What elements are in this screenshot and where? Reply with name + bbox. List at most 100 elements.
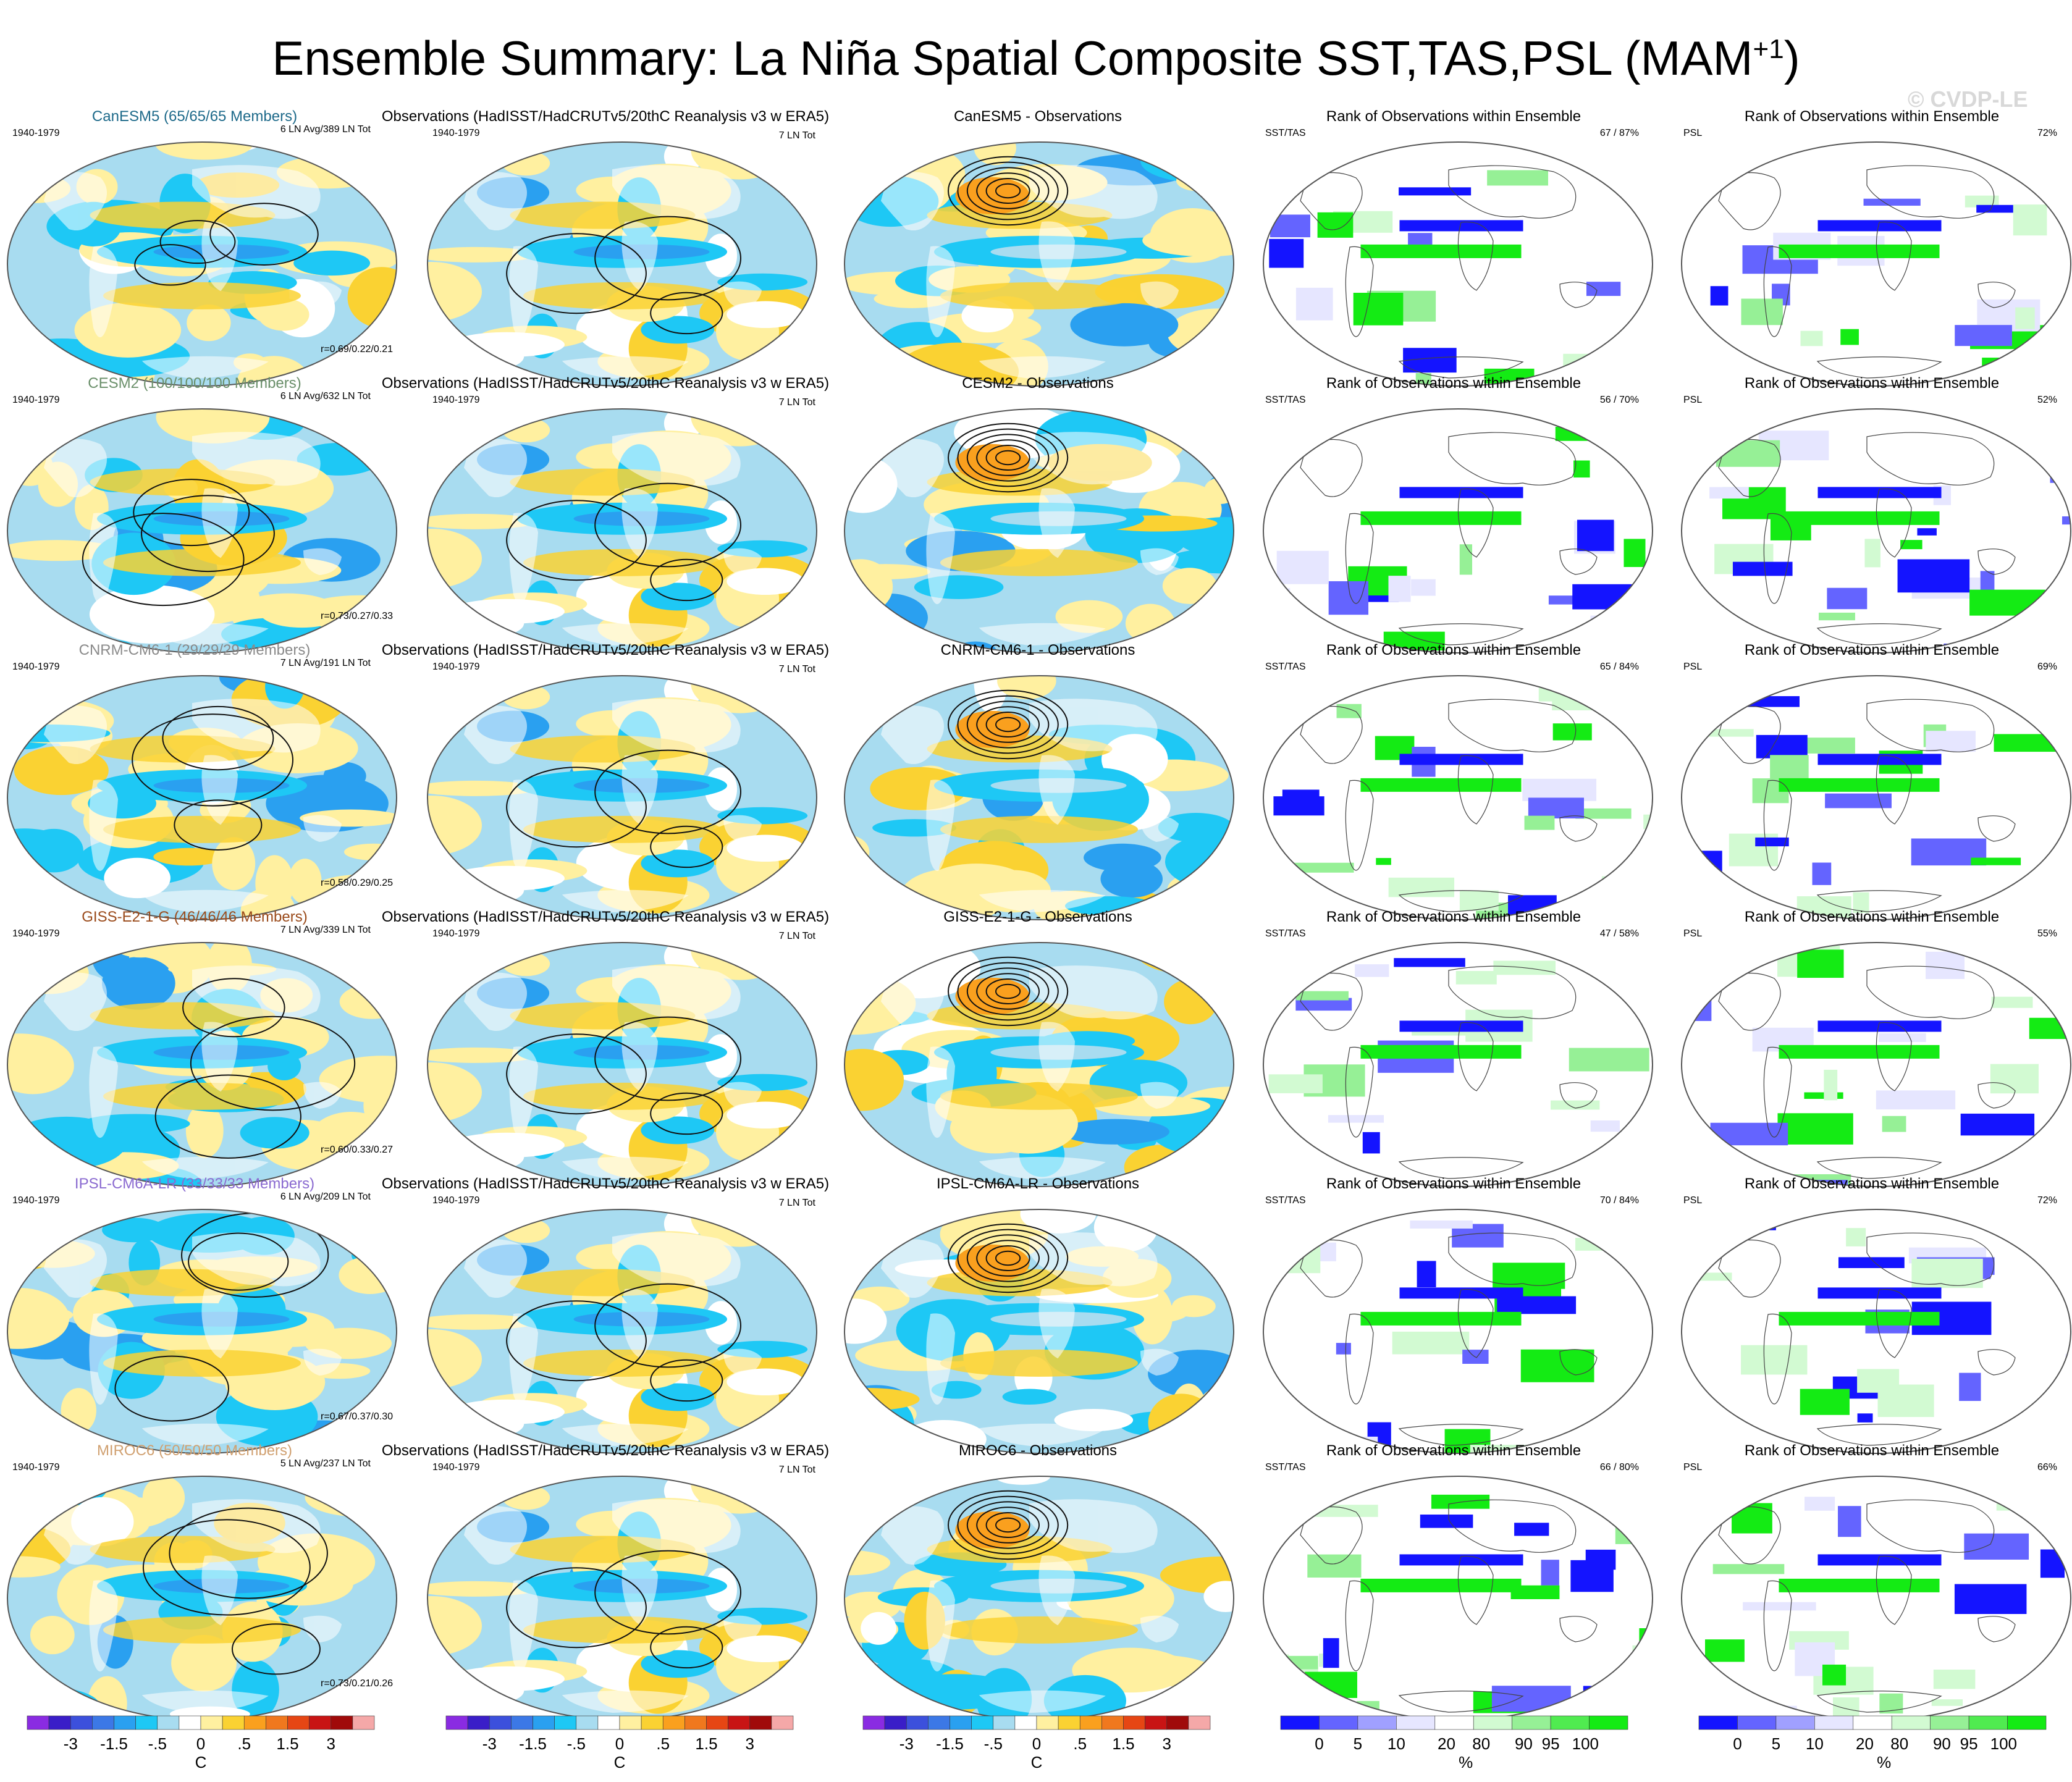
row-ipsl-cm6a-lr: IPSL-CM6A-LR (33/33/33 Members) 1940-1979… bbox=[7, 1175, 2071, 1454]
rank-patch bbox=[1960, 1113, 2035, 1136]
contour-line bbox=[594, 1550, 742, 1635]
land-outline bbox=[1300, 1499, 1598, 1713]
continent bbox=[1345, 246, 1374, 337]
continent bbox=[1816, 1157, 1942, 1179]
warm-band-south bbox=[940, 1082, 1138, 1110]
map-frame bbox=[427, 141, 817, 387]
contour-line bbox=[114, 1355, 229, 1422]
rank-field bbox=[1263, 142, 1653, 386]
anomaly-blob bbox=[305, 1477, 397, 1517]
contour-line bbox=[650, 1359, 723, 1402]
anomaly-blob bbox=[641, 1116, 715, 1145]
anomaly-blob bbox=[427, 1047, 538, 1063]
anomaly-blob bbox=[451, 676, 489, 710]
anomaly-blob bbox=[1186, 412, 1234, 445]
rank-patch bbox=[1876, 1090, 1956, 1110]
contour-line bbox=[985, 1245, 1030, 1271]
obs-ln-count: 7 LN Tot bbox=[779, 130, 816, 141]
colorbar-tick-label: 0 bbox=[615, 1734, 624, 1753]
panel-rank-psl: Rank of Observations within Ensemble PSL 7… bbox=[1681, 1175, 2071, 1454]
land-mask bbox=[43, 165, 342, 379]
anomaly-blob bbox=[427, 780, 538, 796]
rank-field bbox=[1263, 1209, 1653, 1453]
rank-patch bbox=[1636, 1234, 1653, 1253]
contour-line bbox=[948, 422, 1069, 493]
continent bbox=[612, 165, 741, 219]
continent bbox=[1448, 965, 1577, 1019]
anomaly-blob bbox=[343, 843, 397, 860]
anomaly-blob bbox=[431, 1397, 472, 1437]
rank-patch bbox=[1292, 1174, 1312, 1187]
colorbar-swatch bbox=[135, 1715, 158, 1730]
rank-field bbox=[1682, 676, 2071, 920]
map-frame bbox=[7, 141, 397, 387]
rank-title: Rank of Observations within Ensemble bbox=[1745, 642, 1999, 658]
continent bbox=[89, 1046, 119, 1138]
continent bbox=[201, 755, 238, 825]
contour-line bbox=[995, 983, 1021, 999]
continent bbox=[1398, 1157, 1524, 1179]
warm-band-south bbox=[103, 1616, 301, 1644]
anomaly-blob bbox=[187, 304, 231, 342]
continent bbox=[1977, 282, 2016, 308]
contour-line bbox=[182, 978, 285, 1038]
continent bbox=[303, 281, 342, 309]
continent bbox=[979, 889, 1106, 913]
colorbar-swatch bbox=[445, 1715, 468, 1730]
map-frame bbox=[1263, 942, 1653, 1187]
continent bbox=[463, 439, 527, 497]
map-frame bbox=[1263, 675, 1653, 920]
obs-title: Observations (HadISST/HadCRUTv5/20thC Re… bbox=[382, 642, 829, 658]
continent bbox=[1300, 1239, 1363, 1298]
rank-field bbox=[1263, 409, 1653, 653]
contour-line bbox=[976, 706, 1040, 743]
contour-line bbox=[995, 1250, 1021, 1266]
row-giss-e2-1-g: GISS-E2-1-G (46/46/46 Members) 1940-1979 7… bbox=[7, 909, 2071, 1187]
period-label: 1940-1979 bbox=[432, 662, 480, 672]
rank-field bbox=[1263, 943, 1653, 1187]
continent bbox=[509, 780, 539, 871]
land-mask bbox=[43, 432, 342, 646]
map-field bbox=[7, 142, 397, 386]
psl-contours bbox=[506, 1016, 742, 1135]
colorbar-swatch bbox=[576, 1715, 599, 1730]
colorbar-tick-label: -.5 bbox=[148, 1734, 167, 1753]
continent bbox=[1763, 780, 1792, 871]
rank-patch bbox=[1520, 1349, 1594, 1382]
colorbar-swatch bbox=[554, 1715, 577, 1730]
obs-ln-count: 7 LN Tot bbox=[779, 664, 816, 675]
rank-patch bbox=[2001, 1174, 2014, 1184]
warm-band-south bbox=[103, 815, 301, 843]
diff-warm-spot bbox=[955, 1244, 1030, 1282]
map-frame bbox=[427, 1209, 817, 1454]
continent bbox=[926, 246, 956, 337]
rank-patch bbox=[1570, 1560, 1614, 1592]
panel-difference: CESM2 - Observations bbox=[844, 375, 1234, 654]
contour-line bbox=[985, 178, 1030, 204]
colorbar-swatch bbox=[1775, 1715, 1815, 1730]
contour-line bbox=[957, 428, 1059, 487]
diff-warm-spot bbox=[955, 443, 1030, 481]
rank-patch bbox=[1648, 1362, 1653, 1388]
continent bbox=[1559, 1616, 1598, 1642]
continent bbox=[141, 1156, 269, 1180]
continent bbox=[141, 1423, 269, 1447]
period-label: 1940-1979 bbox=[12, 395, 60, 405]
colorbar-swatch bbox=[1123, 1715, 1145, 1730]
panel-ensemble-mean: CESM2 (100/100/100 Members) 1940-1979 6 LN… bbox=[7, 375, 397, 654]
colorbar-swatch bbox=[1853, 1715, 1892, 1730]
map-field bbox=[7, 676, 397, 920]
rank-title: Rank of Observations within Ensemble bbox=[1745, 1175, 1999, 1192]
anomaly-blob bbox=[502, 684, 550, 710]
anomaly-blob bbox=[1197, 638, 1234, 653]
continent bbox=[1140, 1348, 1179, 1376]
rank-patch bbox=[1590, 615, 1640, 649]
anomaly-blob bbox=[449, 332, 565, 358]
rank-band-high bbox=[1360, 1044, 1522, 1059]
rank-band-low bbox=[1817, 1287, 1942, 1299]
colorbar-tick-label: 20 bbox=[1438, 1734, 1455, 1753]
rank-patch bbox=[1323, 1638, 1339, 1668]
rank-patch bbox=[1268, 588, 1291, 605]
colorbar-swatch bbox=[352, 1715, 375, 1730]
anomaly-blob bbox=[30, 1615, 75, 1655]
